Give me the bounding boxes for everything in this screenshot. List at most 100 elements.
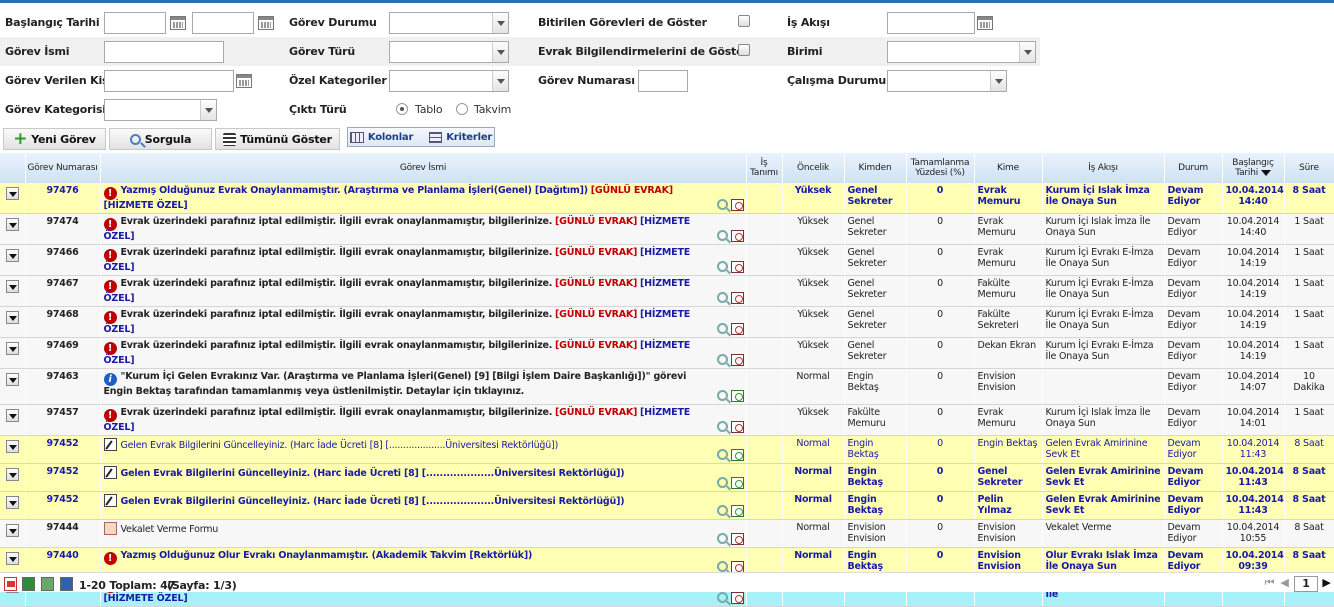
zoom-icon[interactable] (716, 505, 728, 516)
zoom-icon[interactable] (716, 323, 728, 334)
table-row[interactable]: 97467! Evrak üzerindeki parafınız iptal e… (0, 275, 1334, 307)
preview-document-icon[interactable] (730, 421, 744, 433)
row-menu-cell[interactable] (0, 244, 26, 276)
unit-select[interactable] (887, 41, 1036, 63)
task-number[interactable]: 97463 (25, 368, 101, 405)
header-completion[interactable]: Tamamlanma Yüzdesi (%) (906, 153, 975, 183)
task-number[interactable]: 97474 (25, 213, 101, 245)
task-subject-cell[interactable]: ! Evrak üzerindeki parafınız iptal edilmi… (100, 337, 747, 369)
zoom-icon[interactable] (716, 390, 728, 401)
header-task-number[interactable]: Görev Numarası (25, 153, 101, 183)
header-to[interactable]: Kime (974, 153, 1043, 183)
task-number[interactable]: 97452 (25, 435, 101, 464)
preview-document-icon[interactable] (730, 505, 744, 517)
excel-export-icon[interactable] (22, 577, 35, 591)
task-subject-cell[interactable]: ! Evrak üzerindeki parafınız iptal edilmi… (100, 244, 747, 276)
columns-button[interactable]: Kolonlar (367, 131, 414, 143)
header-from[interactable]: Kimden (844, 153, 907, 183)
workflow-input[interactable] (887, 12, 975, 34)
output-calendar-radio[interactable] (456, 103, 468, 115)
zoom-icon[interactable] (716, 261, 728, 272)
task-category-select[interactable] (104, 99, 217, 121)
row-menu-cell[interactable] (0, 519, 26, 548)
preview-document-icon[interactable] (730, 354, 744, 366)
chevron-down-icon[interactable] (5, 218, 19, 231)
task-subject-cell[interactable]: ! Evrak üzerindeki parafınız iptal edilmi… (100, 306, 747, 338)
table-row[interactable]: 97468! Evrak üzerindeki parafınız iptal e… (0, 306, 1334, 338)
zoom-icon[interactable] (716, 449, 728, 460)
chevron-down-icon[interactable] (5, 552, 19, 565)
table-row[interactable]: 97463 i "Kurum İçi Gelen Evrakınız Var. (A… (0, 368, 1334, 405)
chevron-down-icon[interactable] (5, 311, 19, 324)
task-subject-cell[interactable]: Gelen Evrak Bilgilerini Güncelleyiniz. (… (100, 435, 747, 464)
task-type-select[interactable] (389, 41, 509, 63)
page-number-input[interactable]: 1 (1294, 576, 1318, 592)
task-subject[interactable]: Evrak üzerindeki parafınız iptal edilmiş… (120, 216, 553, 227)
table-row[interactable]: 97452 Gelen Evrak Bilgilerini Güncelleyin… (0, 463, 1334, 492)
preview-document-icon[interactable] (730, 592, 744, 604)
table-row[interactable]: 97452 Gelen Evrak Bilgilerini Güncelleyin… (0, 491, 1334, 520)
task-subject[interactable]: Evrak üzerindeki parafınız iptal edilmiş… (120, 247, 553, 258)
chevron-down-icon[interactable] (5, 524, 19, 537)
preview-document-icon[interactable] (730, 261, 744, 273)
zoom-icon[interactable] (716, 292, 728, 303)
task-subject[interactable]: "Kurum İçi Gelen Evrakınız Var. (Araştır… (103, 371, 687, 397)
zoom-icon[interactable] (716, 592, 728, 603)
header-status[interactable]: Durum (1164, 153, 1223, 183)
chevron-down-icon[interactable] (5, 373, 19, 386)
task-subject[interactable]: Gelen Evrak Bilgilerini Güncelleyiniz. (… (120, 440, 559, 451)
row-menu-cell[interactable] (0, 213, 26, 245)
output-table-radio[interactable] (396, 103, 408, 115)
chevron-down-icon[interactable] (5, 342, 19, 355)
table-row[interactable]: 97452 Gelen Evrak Bilgilerini Güncelleyin… (0, 435, 1334, 464)
table-row[interactable]: 97466! Evrak üzerindeki parafınız iptal e… (0, 244, 1334, 276)
row-menu-cell[interactable] (0, 463, 26, 492)
workflow-picker-icon[interactable] (977, 16, 993, 30)
task-subject-cell[interactable]: Gelen Evrak Bilgilerini Güncelleyiniz. (… (100, 491, 747, 520)
task-number-input[interactable] (638, 70, 688, 92)
header-priority[interactable]: Öncelik (782, 153, 845, 183)
row-menu-cell[interactable] (0, 275, 26, 307)
zoom-icon[interactable] (716, 477, 728, 488)
row-menu-cell[interactable] (0, 183, 26, 214)
task-number[interactable]: 97452 (25, 463, 101, 492)
query-button[interactable]: Sorgula (109, 128, 212, 150)
chevron-down-icon[interactable] (5, 468, 19, 481)
zoom-icon[interactable] (716, 230, 728, 241)
assigned-person-input[interactable] (104, 70, 234, 92)
preview-document-icon[interactable] (730, 477, 744, 489)
table-row[interactable]: 97440! Yazmış Olduğunuz Olur Evrakı Onayl… (0, 547, 1334, 576)
chevron-down-icon[interactable] (5, 249, 19, 262)
table-row[interactable]: 97469! Evrak üzerindeki parafınız iptal e… (0, 337, 1334, 369)
chevron-down-icon[interactable] (5, 496, 19, 509)
row-menu-cell[interactable] (0, 368, 26, 405)
table-row[interactable]: 97476! Yazmış Olduğunuz Evrak Onaylanmamı… (0, 183, 1334, 214)
task-subject[interactable]: Evrak üzerindeki parafınız iptal edilmiş… (120, 340, 553, 351)
calendar-icon[interactable] (170, 16, 186, 30)
header-job-definition[interactable]: İş Tanımı (746, 153, 783, 183)
show-doc-notifications-checkbox[interactable] (738, 44, 750, 56)
task-number[interactable]: 97476 (25, 183, 101, 214)
task-subject-cell[interactable]: Vekalet Verme Formu (100, 519, 747, 548)
task-subject-cell[interactable]: ! Yazmış Olduğunuz Olur Evrakı Onaylanmam… (100, 547, 747, 576)
task-status-select[interactable] (389, 12, 509, 34)
chevron-down-icon[interactable] (5, 409, 19, 422)
chevron-down-icon[interactable] (5, 187, 19, 200)
task-number[interactable]: 97467 (25, 275, 101, 307)
preview-document-icon[interactable] (730, 449, 744, 461)
chevron-down-icon[interactable] (5, 280, 19, 293)
zoom-icon[interactable] (716, 561, 728, 572)
task-number[interactable]: 97457 (25, 404, 101, 436)
task-subject[interactable]: Gelen Evrak Bilgilerini Güncelleyiniz. (… (120, 468, 625, 479)
pdf-export-icon[interactable] (4, 577, 17, 591)
task-subject[interactable]: Gelen Evrak Bilgilerini Güncelleyiniz. (… (120, 496, 625, 507)
first-page-icon[interactable]: ⏮ (1264, 576, 1275, 589)
next-page-icon[interactable]: ▶ (1322, 576, 1331, 589)
start-date-from-input[interactable] (104, 12, 166, 34)
task-subject-cell[interactable]: i "Kurum İçi Gelen Evrakınız Var. (Araştı… (100, 368, 747, 405)
zoom-icon[interactable] (716, 533, 728, 544)
task-subject-cell[interactable]: Gelen Evrak Bilgilerini Güncelleyiniz. (… (100, 463, 747, 492)
task-number[interactable]: 97466 (25, 244, 101, 276)
task-subject-cell[interactable]: ! Yazmış Olduğunuz Evrak Onaylanmamıştır.… (100, 183, 747, 214)
task-subject[interactable]: Vekalet Verme Formu (120, 524, 219, 535)
